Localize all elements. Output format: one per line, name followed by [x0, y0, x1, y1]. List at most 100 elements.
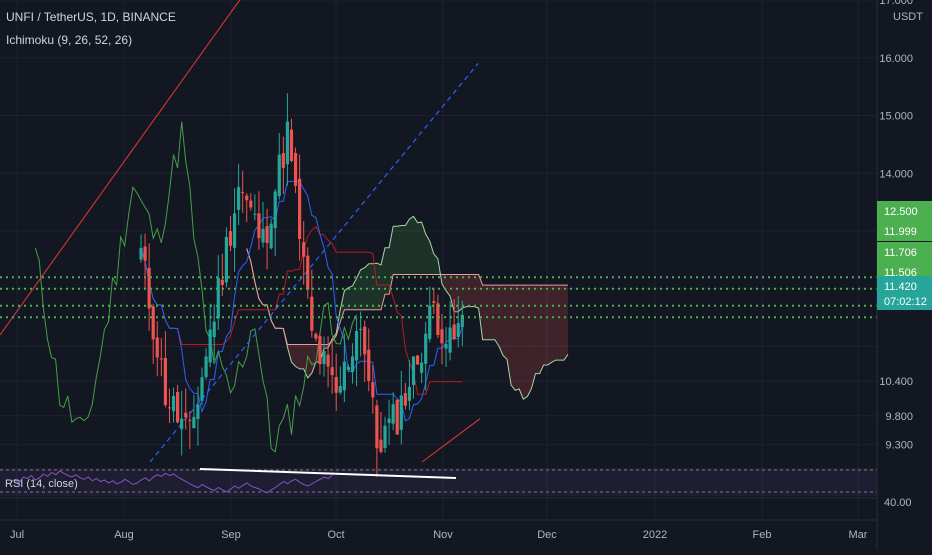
candle-body [440, 329, 443, 343]
candle-body [188, 420, 191, 421]
time-tick-label: Aug [114, 529, 134, 541]
candle-body [375, 406, 378, 449]
candle-body [448, 327, 451, 352]
cloud-segment [544, 285, 548, 365]
symbol-legend[interactable]: UNFI / TetherUS, 1D, BINANCE [6, 10, 176, 24]
cloud-segment [560, 285, 564, 360]
candle-body [204, 356, 207, 377]
candle-body [318, 336, 321, 364]
level-badge-label: 12.500 [884, 206, 918, 218]
cloud-segment [300, 344, 304, 368]
candle-body [265, 226, 268, 243]
candle-body [192, 417, 195, 428]
cloud-segment [511, 285, 515, 390]
candle-body [432, 301, 435, 303]
candle-body [168, 407, 171, 408]
cloud-segment [556, 285, 560, 360]
candle-body [396, 400, 399, 435]
cloud-segment [503, 285, 507, 359]
cloud-segment [409, 216, 413, 274]
candle-body [229, 231, 232, 246]
candle-body [351, 357, 354, 373]
cloud-segment [377, 263, 381, 310]
cloud-segment [466, 274, 470, 306]
candle-body [453, 324, 456, 339]
candle-body [339, 386, 342, 393]
cloud-segment [397, 225, 401, 274]
candle-body [404, 393, 407, 406]
ichimoku-legend[interactable]: Ichimoku (9, 26, 52, 26) [6, 33, 132, 47]
candle-body [184, 413, 187, 418]
candle-body [302, 242, 305, 256]
cloud-segment [548, 285, 552, 365]
candle-body [428, 306, 431, 339]
candle-body [282, 153, 285, 168]
candle-body [367, 350, 370, 381]
price-tick-label: 14.000 [879, 168, 913, 180]
cloud-segment [531, 285, 535, 388]
candle-body [200, 377, 203, 401]
candle-body [233, 213, 236, 247]
cloud-segment [422, 222, 426, 274]
candle-body [436, 303, 439, 335]
cloud-segment [474, 274, 478, 308]
price-tick-label: 9.300 [885, 440, 913, 452]
candle-body [225, 237, 228, 282]
price-tick-label: 15.000 [879, 111, 913, 123]
candle-body [253, 214, 256, 215]
candle-body [298, 179, 301, 239]
candle-body [196, 405, 199, 419]
cloud-segment [401, 225, 405, 274]
candle-body [164, 358, 167, 405]
candle-body [383, 426, 386, 448]
candle-body [457, 323, 460, 337]
candle-body [314, 334, 317, 339]
candle-body [180, 419, 183, 430]
level-badge-label: 11.999 [884, 226, 917, 238]
candle-body [322, 351, 325, 364]
time-tick-label: Oct [327, 529, 344, 541]
time-tick-label: Dec [537, 529, 557, 541]
candle-body [143, 247, 146, 261]
candle-body [209, 330, 212, 363]
cloud-segment [527, 285, 531, 396]
cloud-segment [523, 285, 527, 399]
rsi-legend[interactable]: RSI (14, close) [5, 478, 78, 490]
candle-body [172, 396, 175, 411]
last-price-label: 11.420 [884, 281, 917, 293]
cloud-segment [405, 219, 409, 274]
cloud-segment [418, 222, 422, 274]
candle-body [257, 213, 260, 238]
candle-body [245, 196, 248, 201]
price-tick-label: 9.800 [885, 411, 913, 423]
cloud-segment [483, 285, 487, 340]
candle-body [261, 229, 264, 243]
candle-body [176, 392, 179, 422]
price-tick-label: 17.000 [879, 0, 913, 7]
candle-body [371, 382, 374, 397]
candle-body [335, 377, 338, 393]
candle-body [274, 191, 277, 228]
trend-line-lower [422, 419, 480, 462]
time-tick-label: 2022 [643, 529, 667, 541]
cloud-segment [385, 248, 389, 295]
candle-body [294, 153, 297, 186]
rsi-axis-label: 40.00 [884, 497, 912, 509]
rsi-pane [0, 468, 877, 498]
candle-body [152, 306, 155, 339]
time-tick-label: Nov [433, 529, 453, 541]
cloud-segment [515, 285, 519, 390]
candle-body [139, 248, 142, 260]
cloud-segment [491, 285, 495, 340]
candle-body [160, 358, 163, 359]
candle-body [237, 187, 240, 210]
candle-body [156, 337, 159, 357]
candle-body [412, 356, 415, 385]
cloud-segment [487, 285, 491, 340]
cloud-segment [540, 285, 544, 373]
currency-label: USDT [891, 10, 925, 24]
candle-body [326, 355, 329, 367]
cloud-segment [296, 344, 300, 368]
